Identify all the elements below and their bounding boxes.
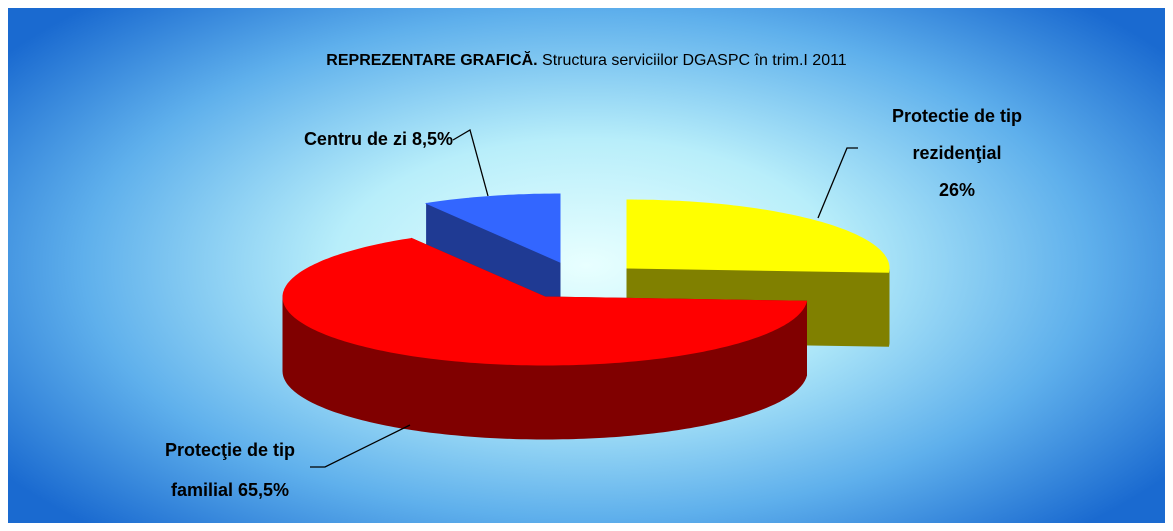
chart-subtitle: Structura serviciilor DGASPC în trim.I 2… [542,52,847,69]
slice-label: Protectie de tip rezidenţial 26% [862,98,1052,209]
slice [424,193,561,263]
chart-title-box: REPREZENTARE GRAFICĂ. Structura servicii… [0,52,1173,70]
leader-line [310,424,411,468]
category-label: Protectie de tip rezidenţial [891,106,1023,163]
slice [626,199,890,273]
leader-line [817,147,858,219]
slice-side [888,268,890,347]
value-label: 8,5% [411,129,453,149]
chart-title: REPREZENTARE GRAFICĂ. [326,52,538,69]
leader-line [452,129,489,197]
value-label: 26% [938,180,976,200]
slice-label: Protecţie de tip familial 65,5% [140,430,320,510]
slice-label: Centru de zi 8,5% [253,121,453,158]
category-label: Centru de zi [303,129,407,149]
slice [282,237,808,366]
value-label: 65,5% [238,480,290,500]
category-label: Protecţie de tip familial [164,440,296,500]
